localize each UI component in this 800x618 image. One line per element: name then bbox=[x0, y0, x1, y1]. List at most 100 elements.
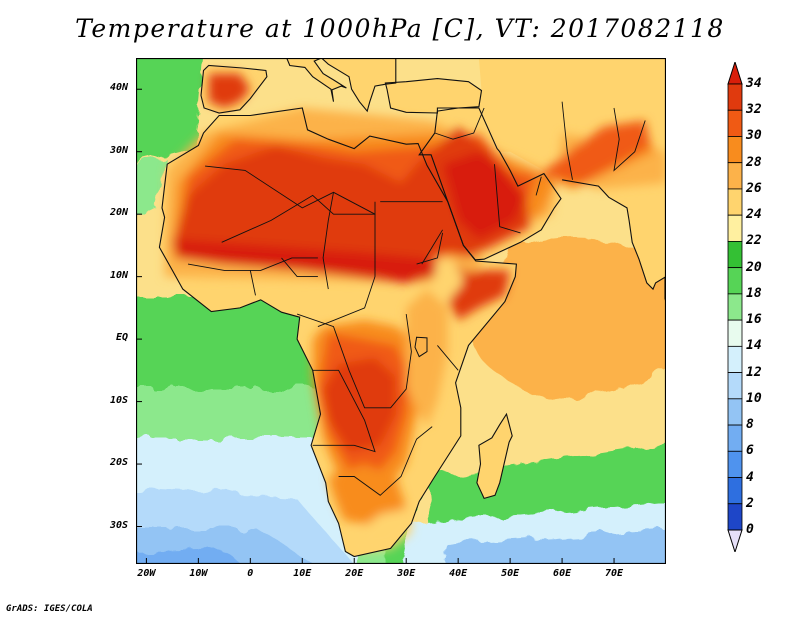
zone-ethiopia-cool bbox=[432, 257, 464, 302]
field-arabian-sea bbox=[466, 238, 666, 398]
colorbar-label: 4 bbox=[746, 469, 754, 485]
lon-tick-label: 40E bbox=[449, 568, 468, 579]
lat-tick-label: 20N bbox=[109, 207, 128, 219]
colorbar-bin bbox=[727, 83, 743, 111]
colorbar-label: 34 bbox=[746, 76, 762, 91]
lon-tick-label: 20E bbox=[345, 568, 364, 579]
coastline-2 bbox=[200, 64, 268, 114]
field-band-deepblue bbox=[136, 550, 246, 564]
lat-tick-label: 40N bbox=[109, 82, 128, 94]
colorbar-over-triangle bbox=[727, 62, 743, 85]
border-2 bbox=[322, 192, 334, 290]
colorbar-bin bbox=[727, 109, 743, 137]
colorbar-bin bbox=[727, 241, 743, 269]
lon-tick-label: 10W bbox=[189, 568, 208, 579]
border-9 bbox=[187, 257, 318, 271]
lat-tick-label: EQ bbox=[115, 332, 128, 344]
colorbar-bin bbox=[727, 477, 743, 505]
colorbar-label: 20 bbox=[746, 259, 762, 275]
zone-south-africa-cool bbox=[349, 507, 412, 552]
lat-tick-label: 30N bbox=[109, 144, 128, 156]
grads-credit: GrADS: IGES/COLA bbox=[6, 604, 93, 614]
coastline-0 bbox=[158, 107, 517, 558]
border-8 bbox=[338, 426, 433, 496]
colorbar-bin bbox=[727, 136, 743, 164]
colorbar-bin bbox=[727, 450, 743, 478]
field-indian-blue bbox=[440, 529, 666, 564]
colorbar-label: 26 bbox=[746, 180, 762, 196]
coastline-3 bbox=[286, 58, 347, 102]
colorbar-label: 14 bbox=[746, 338, 762, 354]
colorbar-label: 22 bbox=[746, 233, 762, 249]
border-11 bbox=[281, 257, 318, 278]
border-12 bbox=[437, 345, 459, 371]
colorbar-under-triangle bbox=[727, 529, 743, 552]
lake-victoria bbox=[414, 336, 428, 358]
map-frame bbox=[136, 58, 666, 564]
map-panel bbox=[136, 58, 666, 564]
colorbar-bin bbox=[727, 162, 743, 190]
field-north-green bbox=[136, 58, 205, 163]
colorbar-bin bbox=[727, 319, 743, 347]
border-3 bbox=[317, 214, 376, 328]
border-17 bbox=[535, 176, 542, 196]
coastline-6 bbox=[476, 412, 513, 500]
colorbar-bin bbox=[727, 398, 743, 426]
lon-tick-label: 60E bbox=[553, 568, 572, 579]
colorbar-bin bbox=[727, 188, 743, 216]
coastline-4 bbox=[320, 58, 397, 113]
zone-34-sahel bbox=[172, 239, 479, 283]
coastlines bbox=[158, 58, 666, 558]
colorbar-label: 8 bbox=[746, 417, 754, 433]
border-18 bbox=[421, 229, 443, 265]
colorbar-bin bbox=[727, 345, 743, 373]
lat-tick-label: 30S bbox=[109, 519, 128, 531]
colorbar-label: 30 bbox=[746, 128, 762, 144]
colorbar-label: 10 bbox=[746, 390, 762, 406]
zone-34-central bbox=[323, 357, 396, 452]
colorbar-bin bbox=[727, 372, 743, 400]
lon-tick-label: 0 bbox=[247, 568, 254, 579]
coastline-5 bbox=[384, 78, 483, 114]
border-1 bbox=[221, 194, 375, 243]
border-13 bbox=[494, 164, 521, 234]
coastline-india bbox=[562, 179, 666, 291]
border-7 bbox=[312, 369, 376, 453]
land-base-5 bbox=[385, 78, 482, 113]
colorbar-label: 12 bbox=[746, 364, 762, 380]
colorbar bbox=[727, 62, 743, 552]
map-title: Temperature at 1000hPa [C], VT: 20170821… bbox=[75, 14, 725, 43]
colorbar-bin bbox=[727, 214, 743, 242]
colorbar-label: 18 bbox=[746, 285, 762, 301]
border-15 bbox=[561, 101, 573, 180]
border-16 bbox=[613, 107, 646, 172]
colorbar-label: 0 bbox=[746, 522, 754, 537]
colorbar-label: 16 bbox=[746, 312, 762, 328]
colorbar-label: 24 bbox=[746, 207, 762, 223]
colorbar-label: 28 bbox=[746, 154, 762, 170]
lat-tick-label: 10S bbox=[109, 394, 128, 406]
border-6 bbox=[296, 313, 412, 409]
field-north-lightgreen bbox=[136, 158, 166, 218]
zone-32-south bbox=[328, 464, 407, 527]
zone-34-arabia bbox=[442, 151, 526, 240]
zone-34-sahara bbox=[172, 126, 531, 265]
colorbar-bin bbox=[727, 424, 743, 452]
lat-tick-label: 20S bbox=[109, 457, 128, 469]
colorbar-bin bbox=[727, 503, 743, 531]
lon-tick-label: 20W bbox=[137, 568, 156, 579]
lon-tick-label: 70E bbox=[605, 568, 624, 579]
lon-tick-label: 30E bbox=[397, 568, 416, 579]
colorbar-label: 6 bbox=[746, 443, 754, 459]
lon-tick-label: 50E bbox=[501, 568, 520, 579]
colorbar-label: 32 bbox=[746, 102, 762, 118]
zone-east-africa-cool bbox=[406, 289, 448, 427]
colorbar-bin bbox=[727, 293, 743, 321]
border-10 bbox=[249, 270, 256, 296]
lon-tick-label: 10E bbox=[293, 568, 312, 579]
colorbar-label: 2 bbox=[746, 495, 754, 511]
temperature-map bbox=[136, 58, 666, 564]
border-14 bbox=[434, 107, 485, 140]
land-base-7 bbox=[476, 414, 513, 499]
colorbar-bin bbox=[727, 267, 743, 295]
